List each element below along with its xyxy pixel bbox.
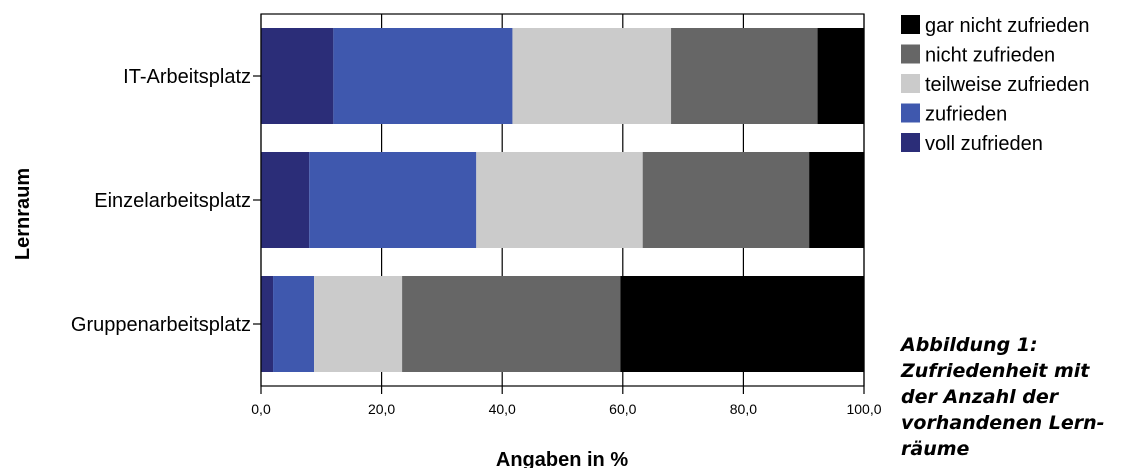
legend-swatch <box>901 74 920 93</box>
bar-segment <box>809 152 864 248</box>
plot-area: IT-Arbeitsplatz Einzelarbeitsplatz Gruppen… <box>71 13 882 417</box>
bar-segment <box>642 152 810 248</box>
bar-segment <box>314 276 403 372</box>
plot-border <box>260 13 865 387</box>
caption-line: vorhandenen Lern- <box>901 412 1105 434</box>
x-tick-label: 60,0 <box>609 401 636 417</box>
legend-label: voll zufrieden <box>925 133 1043 155</box>
legend-label: teilweise zufrieden <box>925 74 1090 96</box>
x-axis-title: Angaben in % <box>496 449 628 468</box>
bar-segment <box>309 152 477 248</box>
bar-segment <box>671 28 818 124</box>
bar-segment <box>476 152 643 248</box>
legend: gar nicht zufrieden nicht zufrieden teilwe… <box>901 15 1090 155</box>
caption-line: der Anzahl der <box>901 386 1059 408</box>
x-tick-label: 100,0 <box>846 401 881 417</box>
caption-line: räume <box>901 438 970 460</box>
category-label: Gruppenarbeitsplatz <box>71 314 251 336</box>
caption-line: Zufriedenheit mit <box>901 360 1090 382</box>
caption-line: Abbildung 1: <box>901 334 1038 356</box>
bar-segment <box>273 276 315 372</box>
legend-swatch <box>901 44 920 64</box>
bar-segment <box>402 276 621 372</box>
legend-swatch <box>901 15 920 34</box>
legend-label: zufrieden <box>925 104 1007 126</box>
bar-segment <box>817 28 864 124</box>
bar-segment <box>261 152 310 248</box>
bar-segment <box>512 28 672 124</box>
figure-caption: Abbildung 1: Zufriedenheit mit der Anzah… <box>901 332 1121 462</box>
x-tick-label: 0,0 <box>251 401 271 417</box>
legend-swatch <box>901 103 920 123</box>
legend-label: nicht zufrieden <box>925 45 1055 67</box>
legend-label: gar nicht zufrieden <box>925 15 1090 37</box>
x-tick-label: 40,0 <box>489 401 516 417</box>
x-tick-label: 20,0 <box>368 401 395 417</box>
bar-segment <box>620 276 864 372</box>
bar-segment <box>333 28 513 124</box>
x-tick-label: 80,0 <box>730 401 757 417</box>
category-label: Einzelarbeitsplatz <box>94 190 251 212</box>
category-label: IT-Arbeitsplatz <box>123 66 251 88</box>
bar-segment <box>261 28 334 124</box>
bar-segment <box>261 276 274 372</box>
y-axis-title: Lernraum <box>12 168 34 260</box>
legend-swatch <box>901 133 920 152</box>
